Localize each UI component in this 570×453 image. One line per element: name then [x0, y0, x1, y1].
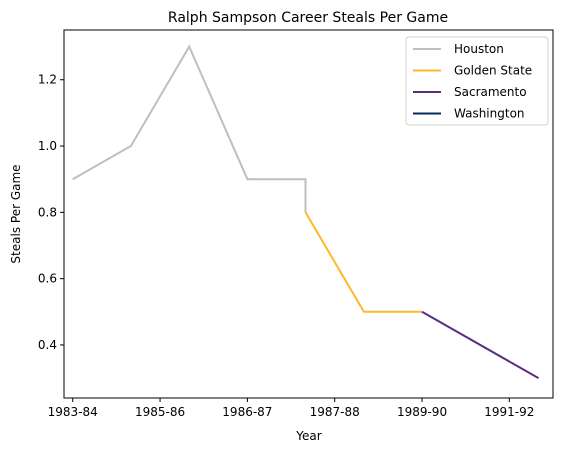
x-axis: 1983-84 1985-86 1986-87 1987-88 1989-90 1991-… [48, 398, 534, 419]
legend-box [405, 36, 549, 126]
plot-frame [63, 29, 554, 399]
x-tick-label: 1991-92 [484, 405, 534, 419]
x-tick-label: 1985-86 [135, 405, 185, 419]
series-line-sacramento [421, 310, 539, 379]
x-tick-label: 1986-87 [222, 405, 272, 419]
series-line-houston [72, 44, 307, 213]
legend-label-houston: Houston [454, 42, 504, 56]
y-tick-label: 1.2 [38, 73, 57, 87]
x-tick-label: 1989-90 [397, 405, 447, 419]
x-tick-label: 1987-88 [310, 405, 360, 419]
legend: Houston Golden State Sacramento Washington [405, 36, 549, 126]
series-layer [72, 44, 539, 379]
y-axis: 0.4 0.6 0.8 1.0 1.2 [38, 73, 64, 352]
y-axis-label: Steals Per Game [9, 164, 23, 263]
series-line-golden-state [304, 211, 422, 313]
legend-label-washington: Washington [454, 107, 525, 121]
x-axis-label: Year [295, 429, 321, 443]
legend-label-golden-state: Golden State [454, 64, 532, 78]
y-tick-label: 0.8 [38, 205, 57, 219]
x-tick-label: 1983-84 [48, 405, 98, 419]
y-tick-label: 0.4 [38, 338, 57, 352]
plot-area [63, 29, 554, 399]
y-tick-label: 0.6 [38, 272, 57, 286]
legend-label-sacramento: Sacramento [454, 85, 527, 99]
y-tick-label: 1.0 [38, 139, 57, 153]
chart-title: Ralph Sampson Career Steals Per Game [168, 10, 448, 26]
